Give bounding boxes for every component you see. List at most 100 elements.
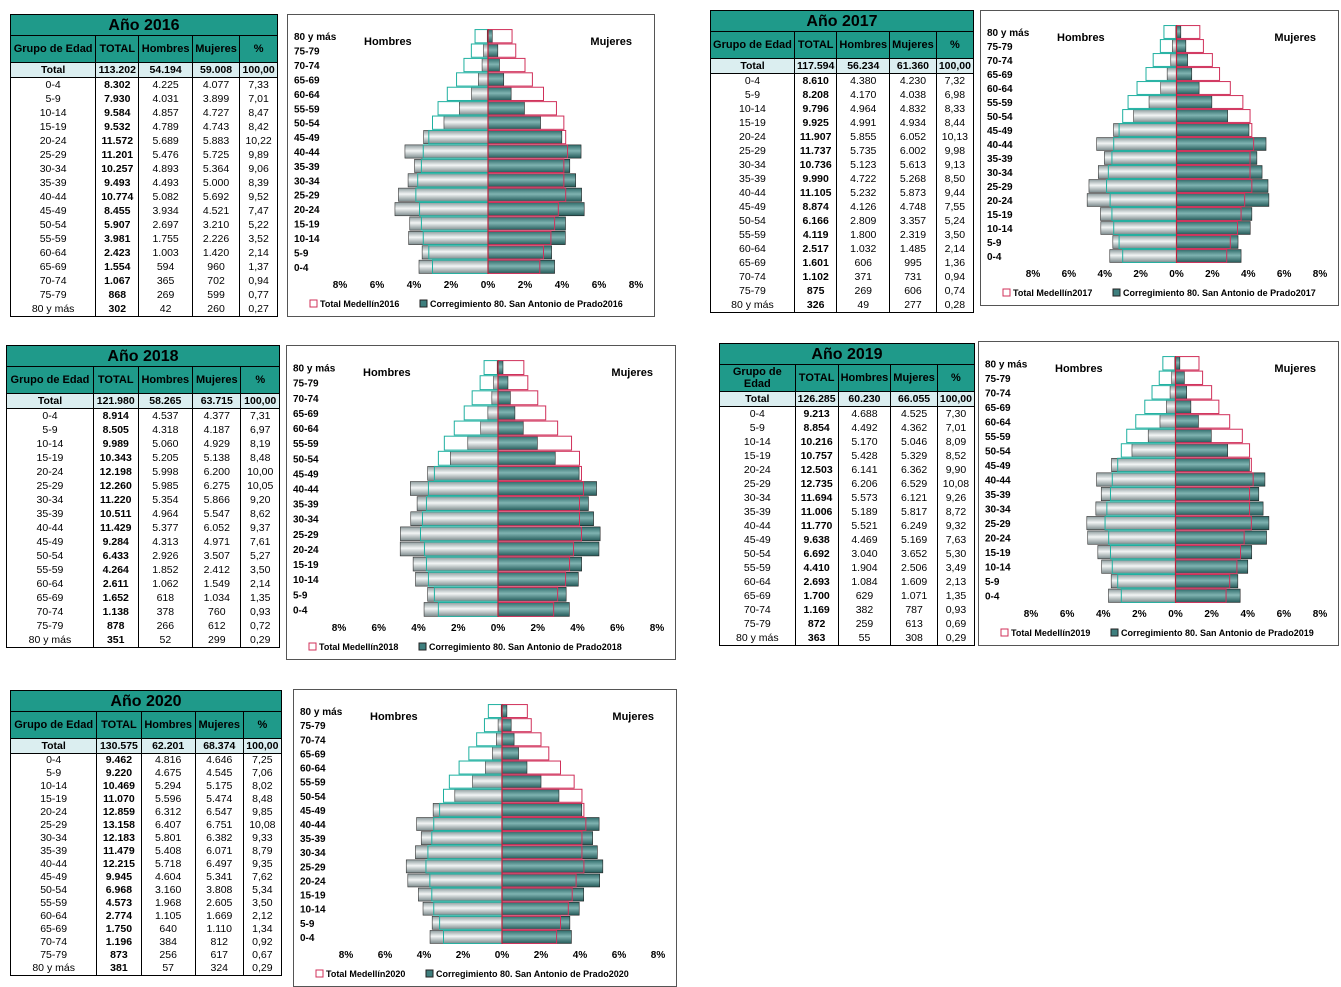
age-tick-label: 80 y más — [300, 707, 343, 718]
cell-group: 25-29 — [9, 819, 98, 832]
bar-corr-men — [454, 788, 503, 803]
cell-total: 12.859 — [96, 806, 142, 819]
x-tick-label: 6% — [1277, 609, 1292, 620]
cell-pct: 8,42 — [239, 120, 278, 134]
legend-label-medellin: Total Medellín2016 — [320, 299, 399, 309]
age-tick-label: 60-64 — [293, 424, 319, 435]
cell-pct: 0,67 — [242, 949, 283, 962]
cell-men: 640 — [140, 923, 196, 936]
cell-group: 20-24 — [6, 465, 94, 479]
bar-corr-men — [415, 845, 503, 860]
table-row: 70-74 1.169 382 787 0,93 — [719, 603, 976, 617]
cell-group: 35-39 — [9, 176, 97, 190]
cell-men: 55 — [837, 631, 892, 646]
cell-men: 606 — [836, 256, 891, 270]
table-row: 40-44 11.429 5.377 6.052 9,37 — [6, 521, 280, 535]
table-row: 40-44 12.215 5.718 6.497 9,35 — [9, 858, 283, 871]
bar-corr-men — [431, 916, 503, 930]
cell-men: 1.904 — [837, 561, 892, 575]
cell-men: 4.816 — [140, 753, 196, 767]
cell-women: 760 — [192, 605, 242, 619]
cell-group: 70-74 — [710, 270, 795, 284]
cell-women: 4.832 — [889, 102, 937, 116]
cell-women: 2.506 — [890, 561, 938, 575]
cell-men: 5.735 — [836, 144, 891, 158]
table-title: Año 2019 — [719, 343, 975, 365]
cell-men: 4.031 — [138, 92, 193, 106]
cell-pct: 3,49 — [936, 561, 976, 575]
bar-corr-women — [497, 587, 567, 602]
x-tick-label: 4% — [1096, 609, 1111, 620]
cell-women: 5.000 — [191, 176, 241, 190]
age-tick-label: 10-14 — [294, 234, 320, 245]
total-cell-pct: 100,00 — [242, 738, 283, 754]
cell-group: 0-4 — [719, 406, 796, 421]
age-tick-label: 70-74 — [300, 735, 326, 746]
cell-pct: 0,28 — [935, 298, 975, 313]
x-tick-label: 2% — [1133, 269, 1148, 280]
cell-group: 30-34 — [9, 162, 97, 176]
legend-swatch-corregimiento — [418, 642, 427, 651]
x-tick-label: 4% — [573, 950, 588, 961]
age-tick-label: 10-14 — [987, 224, 1013, 235]
header-group: Grupo de Edad — [9, 35, 97, 63]
cell-group: 10-14 — [710, 102, 795, 116]
table-row: 65-69 1.652 618 1.034 1,35 — [6, 591, 280, 605]
cell-group: 40-44 — [9, 858, 98, 871]
cell-pct: 3,50 — [240, 563, 280, 577]
total-cell-women: 66.055 — [890, 391, 938, 407]
bar-corr-men — [492, 746, 503, 761]
age-tick-label: 50-54 — [985, 446, 1011, 457]
cell-pct: 0,94 — [935, 270, 975, 284]
cell-total: 10.736 — [793, 158, 838, 172]
legend-swatch-corregimiento — [425, 969, 434, 978]
cell-pct: 9,85 — [242, 806, 283, 819]
cell-group: 0-4 — [710, 73, 795, 88]
cell-total: 6.166 — [793, 214, 838, 228]
table-row: 75-79 868 269 599 0,77 — [9, 288, 278, 302]
table-row: 45-49 9.638 4.469 5.169 7,63 — [719, 533, 976, 547]
age-tick-label: 30-34 — [300, 848, 326, 859]
table-row: 40-44 11.770 5.521 6.249 9,32 — [719, 519, 976, 533]
cell-women: 5.175 — [194, 780, 244, 793]
cell-men: 5.232 — [836, 186, 891, 200]
table-row: 60-64 2.423 1.003 1.420 2,14 — [9, 246, 278, 260]
table-row: 0-4 8.610 4.380 4.230 7,32 — [710, 73, 975, 88]
table-row: 5-9 9.220 4.675 4.545 7,06 — [9, 767, 283, 780]
cell-men: 4.225 — [138, 77, 193, 92]
cell-women: 995 — [889, 256, 937, 270]
cell-total: 1.067 — [95, 274, 140, 288]
cell-men: 5.855 — [836, 130, 891, 144]
cell-men: 1.968 — [140, 897, 196, 910]
bar-corr-women — [1176, 81, 1200, 95]
table-row: 30-34 11.220 5.354 5.866 9,20 — [6, 493, 280, 507]
cell-women: 4.362 — [890, 421, 938, 435]
cell-group: 10-14 — [6, 437, 94, 451]
table-row: 60-64 2.611 1.062 1.549 2,14 — [6, 577, 280, 591]
x-tick-label: 2% — [531, 623, 546, 634]
cell-women: 6.121 — [890, 491, 938, 505]
cell-group: 15-19 — [9, 793, 98, 806]
bar-corr-women — [497, 375, 509, 390]
bar-medellin-men — [1163, 25, 1178, 39]
cell-women: 3.899 — [191, 92, 241, 106]
cell-women: 4.934 — [889, 116, 937, 130]
age-tick-label: 55-59 — [294, 104, 320, 115]
bar-corr-women — [497, 435, 538, 451]
cell-men: 4.126 — [836, 200, 891, 214]
cell-group: 25-29 — [710, 144, 795, 158]
cell-total: 872 — [794, 617, 839, 631]
age-tick-label: 60-64 — [294, 90, 320, 101]
bar-corr-women — [1175, 472, 1266, 487]
age-tick-label: 55-59 — [987, 98, 1013, 109]
age-tick-label: 5-9 — [294, 248, 309, 259]
cell-pct: 0,94 — [239, 274, 278, 288]
x-tick-label: 0% — [495, 950, 510, 961]
cell-women: 6.547 — [194, 806, 244, 819]
table-row: 20-24 11.572 5.689 5.883 10,22 — [9, 134, 278, 148]
cell-group: 75-79 — [719, 617, 796, 631]
cell-group: 60-64 — [9, 910, 98, 923]
cell-pct: 10,13 — [935, 130, 975, 144]
bar-corr-women — [497, 451, 556, 466]
bar-corr-men — [416, 817, 503, 831]
